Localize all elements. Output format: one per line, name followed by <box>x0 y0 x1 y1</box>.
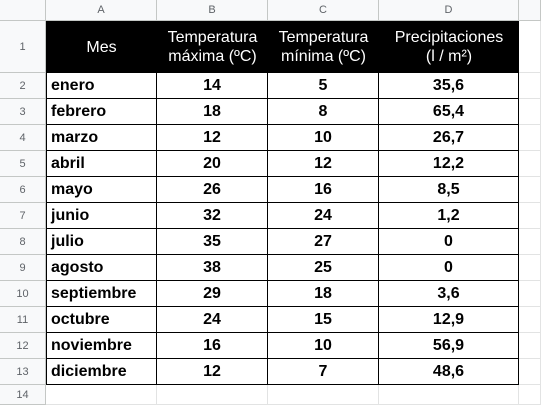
value-cell[interactable]: 3,6 <box>379 281 519 307</box>
corner[interactable] <box>0 0 46 21</box>
header-text: Precipitaciones <box>394 29 504 46</box>
table-header-cell[interactable]: Precipitaciones (l / m²) <box>379 21 519 73</box>
row-header[interactable]: 5 <box>0 151 46 177</box>
value-cell[interactable]: 10 <box>268 333 379 359</box>
value-cell[interactable]: 24 <box>268 203 379 229</box>
month-cell[interactable]: diciembre <box>46 359 157 385</box>
row-header[interactable]: 7 <box>0 203 46 229</box>
table-header-cell[interactable]: Temperatura mínima (ºC) <box>268 21 379 73</box>
value-cell[interactable]: 24 <box>157 307 268 333</box>
grid-cell[interactable] <box>157 385 268 405</box>
grid-cell[interactable] <box>519 229 541 255</box>
header-text: mínima (ºC) <box>281 48 366 65</box>
row-header[interactable]: 13 <box>0 359 46 385</box>
value-cell[interactable]: 0 <box>379 229 519 255</box>
grid-cell[interactable] <box>519 333 541 359</box>
row-header[interactable]: 3 <box>0 99 46 125</box>
month-cell[interactable]: mayo <box>46 177 157 203</box>
value-cell[interactable]: 18 <box>157 99 268 125</box>
column-header[interactable]: B <box>157 0 268 21</box>
header-text: (l / m²) <box>425 48 473 65</box>
month-cell[interactable]: septiembre <box>46 281 157 307</box>
table-header-cell[interactable]: Mes <box>46 21 157 73</box>
value-cell[interactable]: 12 <box>157 125 268 151</box>
row-header[interactable]: 14 <box>0 385 46 405</box>
value-cell[interactable]: 56,9 <box>379 333 519 359</box>
grid-cell[interactable] <box>519 359 541 385</box>
grid-cell[interactable] <box>519 203 541 229</box>
value-cell[interactable]: 10 <box>268 125 379 151</box>
grid-cell[interactable] <box>519 385 541 405</box>
column-header[interactable]: D <box>379 0 519 21</box>
value-cell[interactable]: 5 <box>268 73 379 99</box>
row-header[interactable]: 10 <box>0 281 46 307</box>
value-cell[interactable]: 18 <box>268 281 379 307</box>
value-cell[interactable]: 0 <box>379 255 519 281</box>
grid-cell[interactable] <box>519 151 541 177</box>
grid-cell[interactable] <box>268 385 379 405</box>
value-cell[interactable]: 15 <box>268 307 379 333</box>
header-text: Temperatura <box>167 29 258 46</box>
value-cell[interactable]: 14 <box>157 73 268 99</box>
month-cell[interactable]: agosto <box>46 255 157 281</box>
value-cell[interactable]: 26 <box>157 177 268 203</box>
month-cell[interactable]: febrero <box>46 99 157 125</box>
grid-cell[interactable] <box>519 307 541 333</box>
grid-cell[interactable] <box>519 21 541 73</box>
header-text: máxima (ºC) <box>168 48 257 65</box>
column-header[interactable]: C <box>268 0 379 21</box>
value-cell[interactable]: 65,4 <box>379 99 519 125</box>
grid-cell[interactable] <box>519 281 541 307</box>
value-cell[interactable]: 35 <box>157 229 268 255</box>
row-header[interactable]: 4 <box>0 125 46 151</box>
month-cell[interactable]: abril <box>46 151 157 177</box>
row-header[interactable]: 1 <box>0 21 46 73</box>
grid-cell[interactable] <box>519 255 541 281</box>
month-cell[interactable]: julio <box>46 229 157 255</box>
column-header[interactable]: A <box>46 0 157 21</box>
month-cell[interactable]: octubre <box>46 307 157 333</box>
value-cell[interactable]: 1,2 <box>379 203 519 229</box>
value-cell[interactable]: 16 <box>157 333 268 359</box>
value-cell[interactable]: 25 <box>268 255 379 281</box>
grid-cell[interactable] <box>519 73 541 99</box>
column-header[interactable] <box>519 0 541 21</box>
grid-cell[interactable] <box>379 385 519 405</box>
grid-cell[interactable] <box>519 177 541 203</box>
grid-cell[interactable] <box>519 99 541 125</box>
month-cell[interactable]: marzo <box>46 125 157 151</box>
header-text: Temperatura <box>278 29 369 46</box>
value-cell[interactable]: 27 <box>268 229 379 255</box>
value-cell[interactable]: 7 <box>268 359 379 385</box>
row-header[interactable]: 6 <box>0 177 46 203</box>
month-cell[interactable]: noviembre <box>46 333 157 359</box>
value-cell[interactable]: 12,9 <box>379 307 519 333</box>
value-cell[interactable]: 29 <box>157 281 268 307</box>
value-cell[interactable]: 20 <box>157 151 268 177</box>
value-cell[interactable]: 8 <box>268 99 379 125</box>
table-header-cell[interactable]: Temperatura máxima (ºC) <box>157 21 268 73</box>
month-cell[interactable]: junio <box>46 203 157 229</box>
grid-cell[interactable] <box>46 385 157 405</box>
value-cell[interactable]: 12,2 <box>379 151 519 177</box>
row-header[interactable]: 8 <box>0 229 46 255</box>
value-cell[interactable]: 35,6 <box>379 73 519 99</box>
value-cell[interactable]: 48,6 <box>379 359 519 385</box>
value-cell[interactable]: 26,7 <box>379 125 519 151</box>
row-header[interactable]: 9 <box>0 255 46 281</box>
header-text: Mes <box>86 38 117 56</box>
month-cell[interactable]: enero <box>46 73 157 99</box>
value-cell[interactable]: 12 <box>268 151 379 177</box>
value-cell[interactable]: 12 <box>157 359 268 385</box>
row-header[interactable]: 2 <box>0 73 46 99</box>
value-cell[interactable]: 16 <box>268 177 379 203</box>
row-header[interactable]: 11 <box>0 307 46 333</box>
value-cell[interactable]: 32 <box>157 203 268 229</box>
row-header[interactable]: 12 <box>0 333 46 359</box>
value-cell[interactable]: 38 <box>157 255 268 281</box>
value-cell[interactable]: 8,5 <box>379 177 519 203</box>
grid-cell[interactable] <box>519 125 541 151</box>
